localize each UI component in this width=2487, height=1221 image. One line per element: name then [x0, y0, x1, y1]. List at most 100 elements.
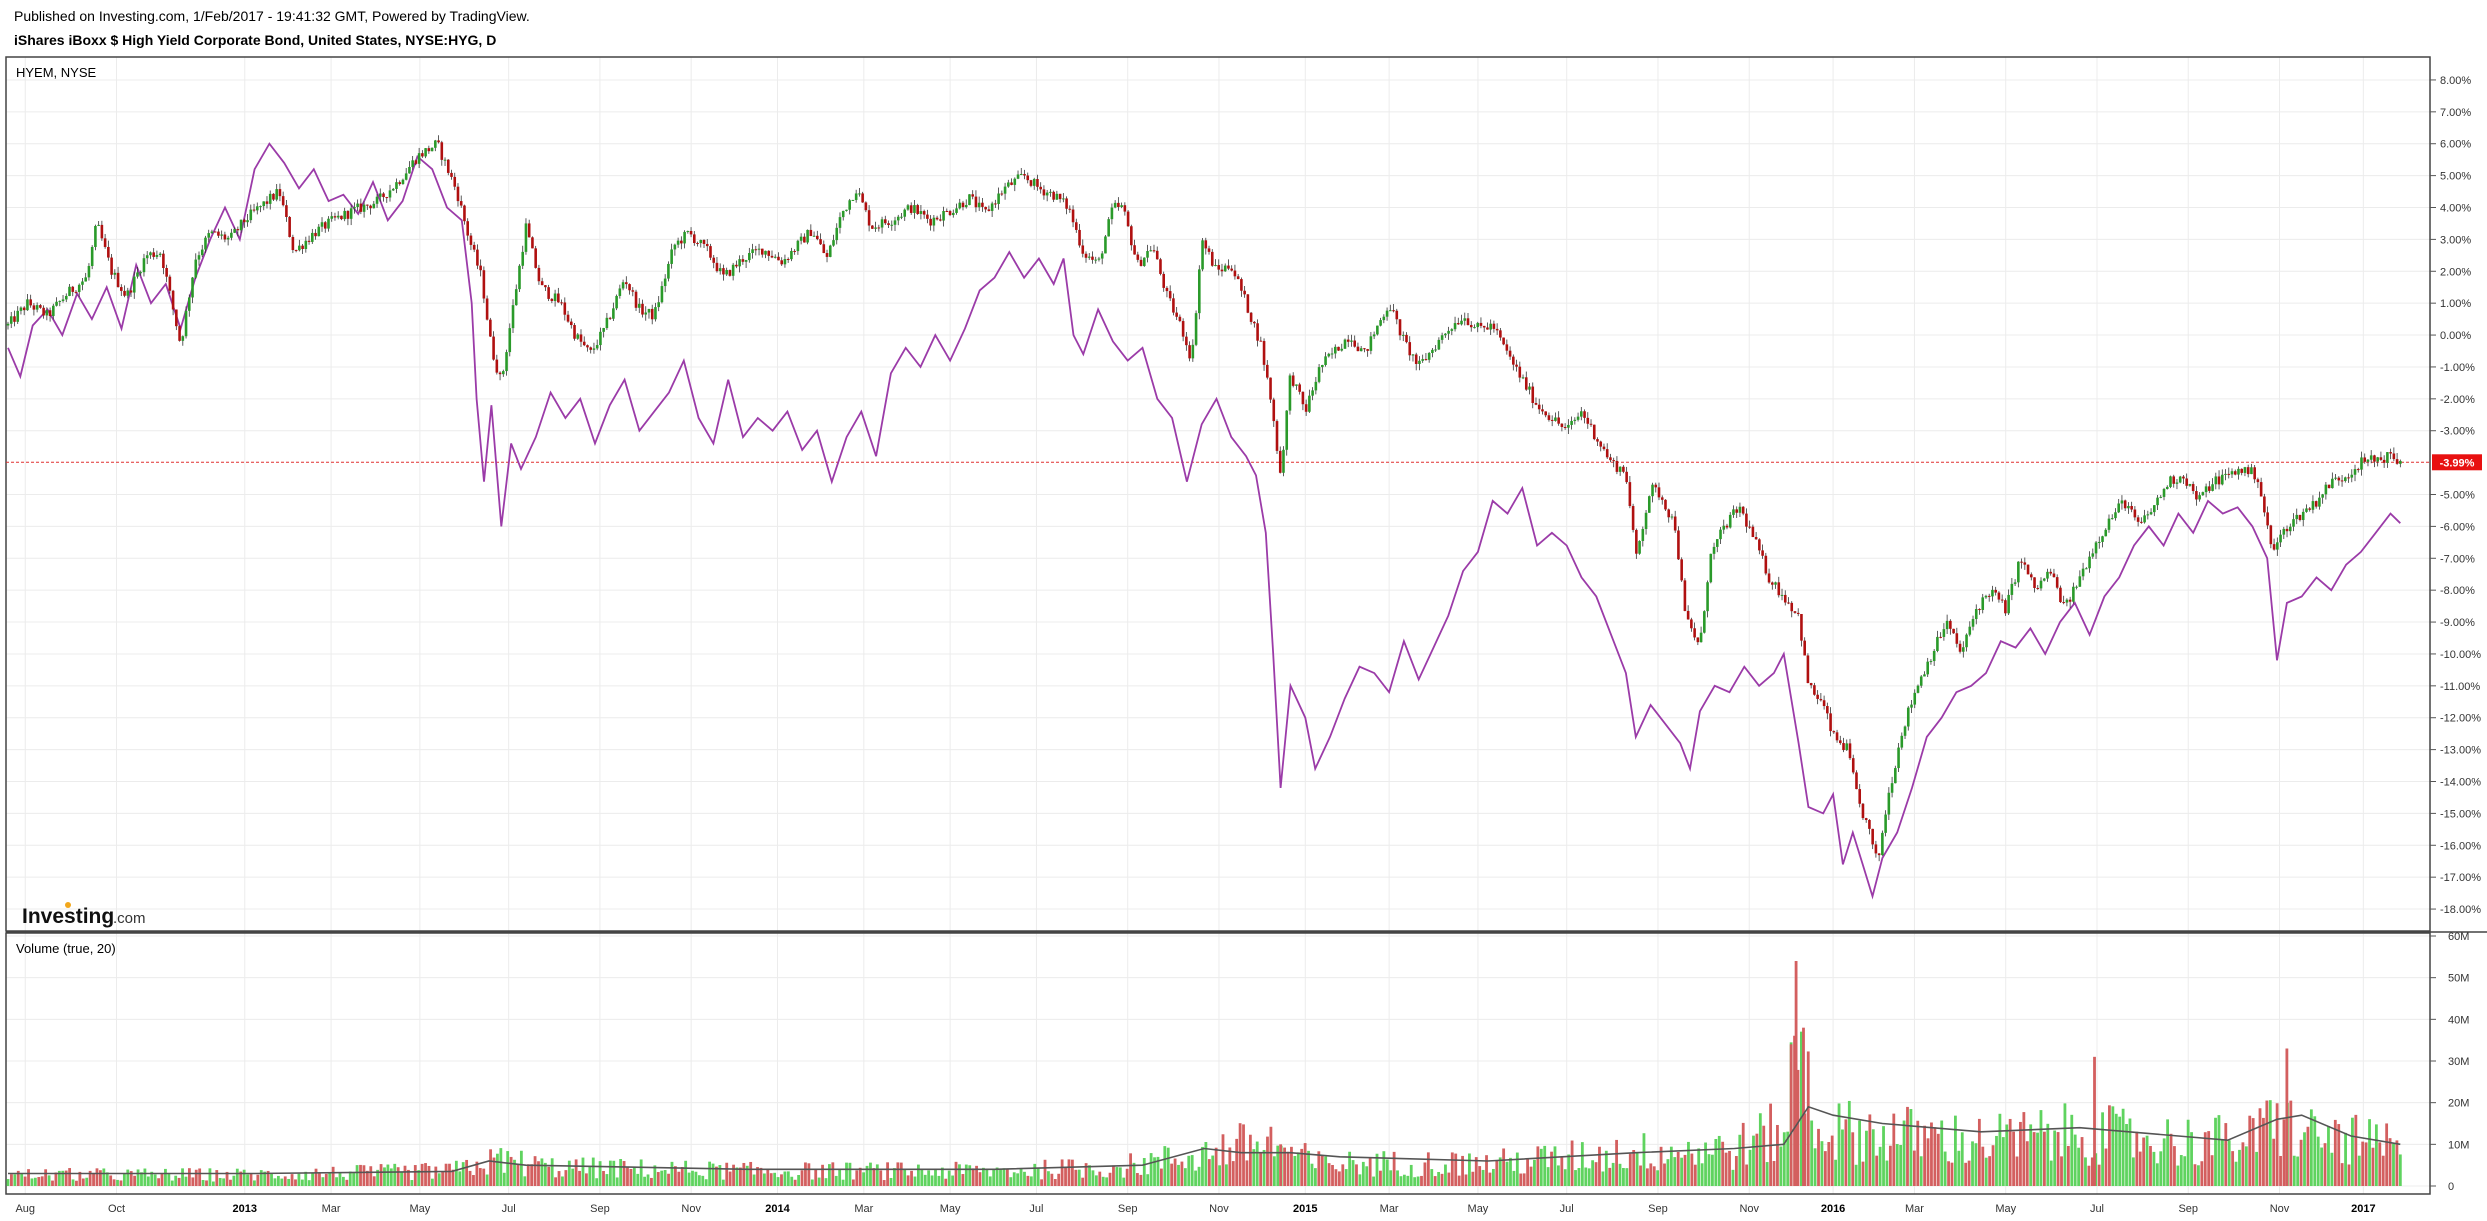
volume-bar — [472, 1175, 475, 1186]
candle-body — [1220, 269, 1224, 272]
volume-bar — [1882, 1126, 1885, 1186]
volume-bar — [2275, 1103, 2279, 1186]
volume-bar — [766, 1169, 770, 1186]
volume-bar — [1047, 1171, 1050, 1186]
volume-bar — [2227, 1140, 2231, 1186]
candle-body — [191, 277, 194, 298]
volume-bar — [160, 1173, 164, 1186]
candle-body — [97, 224, 100, 226]
candle-body — [1783, 594, 1787, 603]
candle-body — [1363, 348, 1366, 350]
volume-bar — [1642, 1133, 1646, 1186]
candle-body — [1013, 178, 1017, 185]
candle-body — [2331, 478, 2334, 489]
candle-body — [1414, 354, 1418, 364]
candle-body — [440, 142, 444, 160]
volume-bar — [413, 1165, 417, 1186]
volume-bar — [331, 1166, 335, 1186]
volume-bar — [516, 1163, 520, 1186]
candle-body — [2156, 497, 2159, 506]
volume-bar — [1543, 1145, 1547, 1186]
candle-body — [2201, 492, 2205, 496]
candle-body — [382, 193, 385, 198]
volume-bar — [2005, 1124, 2009, 1186]
candle-body — [2279, 534, 2282, 543]
volume-bar — [496, 1153, 499, 1186]
volume-bar — [1478, 1166, 1482, 1186]
candle-body — [657, 302, 660, 308]
candle-body — [1207, 248, 1211, 252]
time-tick-label: Aug — [15, 1203, 35, 1215]
volume-bar — [728, 1171, 732, 1186]
volume-bar — [574, 1159, 578, 1186]
volume-bar — [229, 1179, 232, 1186]
candle-body — [1858, 789, 1862, 804]
candle-body — [550, 298, 554, 302]
candle-body — [783, 258, 787, 265]
candle-body — [641, 303, 644, 315]
volume-bar — [2299, 1139, 2303, 1186]
candle-body — [129, 290, 133, 293]
candle-body — [628, 284, 631, 291]
price-tick-label: -14.00% — [2440, 777, 2481, 789]
candle-body — [599, 331, 602, 346]
candle-body — [1693, 628, 1696, 638]
volume-bar — [273, 1178, 277, 1186]
candle-body — [1550, 419, 1554, 421]
volume-bar — [1745, 1164, 1749, 1186]
candle-body — [317, 226, 321, 237]
candle-body — [489, 319, 492, 337]
candle-body — [178, 326, 181, 341]
candle-body — [417, 153, 421, 164]
candle-body — [705, 243, 709, 247]
candle-body — [1881, 832, 1884, 856]
time-tick-label: Mar — [854, 1203, 873, 1215]
candle-body — [612, 308, 615, 319]
volume-bar — [581, 1157, 585, 1186]
volume-bar — [461, 1162, 465, 1186]
candle-body — [1809, 683, 1813, 686]
candle-body — [301, 245, 304, 250]
volume-bar — [896, 1162, 900, 1186]
volume-bar — [1977, 1118, 1981, 1186]
candle-body — [249, 209, 253, 221]
volume-bar — [1406, 1175, 1410, 1186]
candle-body — [1492, 323, 1496, 329]
volume-moving-average — [8, 1105, 2401, 1175]
candle-body — [2114, 512, 2117, 519]
volume-bar — [1794, 961, 1798, 1186]
logo-brand: Investing — [22, 905, 114, 928]
candle-body — [2065, 599, 2069, 603]
volume-bar — [2186, 1119, 2190, 1186]
candle-body — [1308, 395, 1311, 412]
volume-bar — [1639, 1165, 1642, 1186]
volume-bar — [752, 1174, 756, 1186]
candle-body — [1482, 325, 1486, 328]
volume-bar — [1834, 1159, 1838, 1186]
candle-body — [1764, 555, 1768, 574]
candle-body — [1767, 573, 1771, 583]
candle-body — [220, 234, 223, 236]
candle-body — [1178, 316, 1182, 322]
candle-body — [2276, 542, 2279, 550]
candle-body — [1418, 360, 1421, 364]
candle-body — [2392, 453, 2396, 460]
candle-body — [32, 305, 36, 310]
candle-body — [1732, 509, 1735, 515]
volume-bar — [2241, 1142, 2245, 1186]
volume-bar — [663, 1170, 667, 1186]
volume-bar — [1471, 1171, 1475, 1186]
volume-bar — [509, 1156, 513, 1186]
volume-bar — [1981, 1146, 1985, 1186]
volume-bar — [1005, 1169, 1009, 1186]
candle-body — [2389, 452, 2392, 454]
volume-bar — [2303, 1132, 2306, 1186]
candle-body — [780, 260, 784, 265]
candle-body — [1906, 707, 1910, 727]
candle-body — [2246, 467, 2250, 475]
candle-body — [1748, 526, 1751, 528]
candle-body — [1023, 173, 1026, 176]
volume-bar — [1430, 1169, 1434, 1186]
volume-bar — [2032, 1132, 2036, 1186]
volume-bar — [1666, 1159, 1670, 1186]
